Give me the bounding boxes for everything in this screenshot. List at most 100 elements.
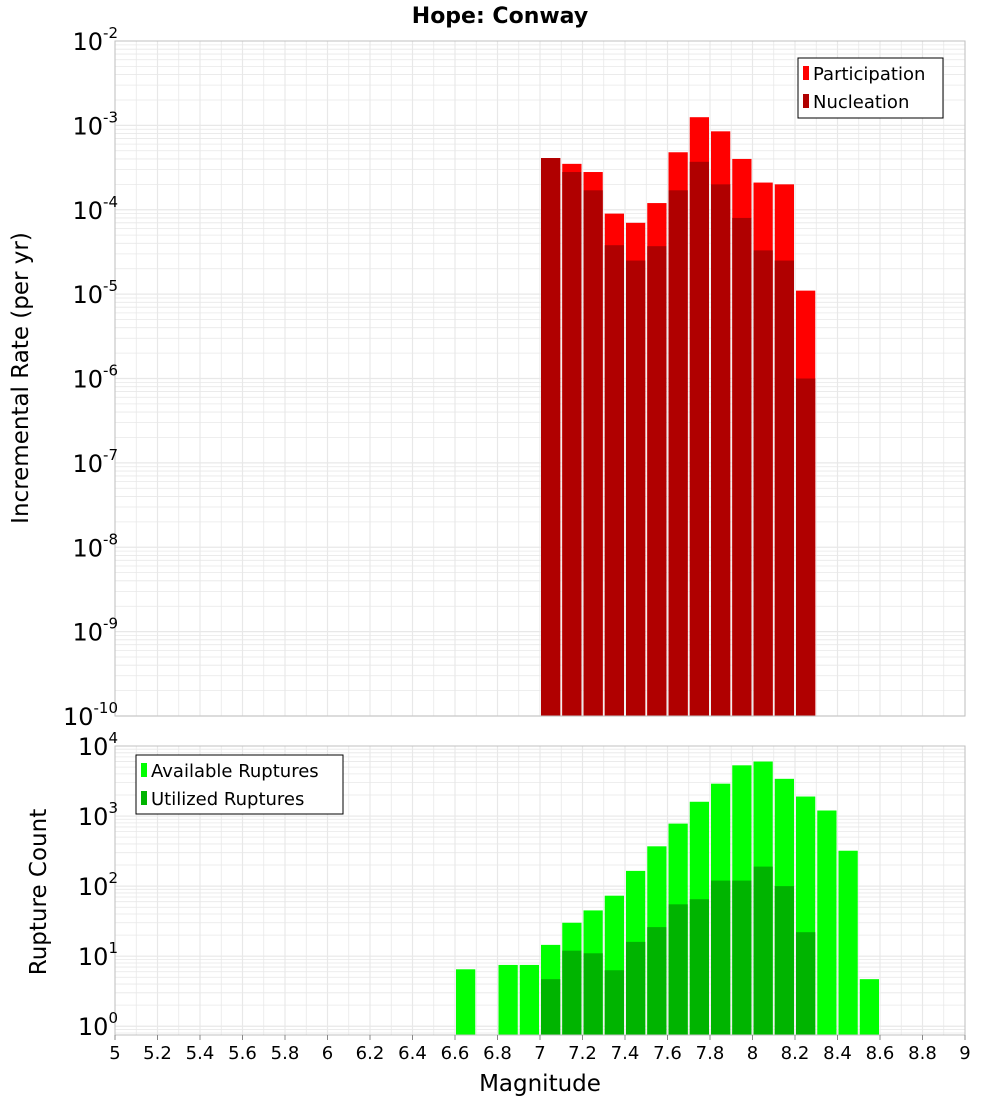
x-tick-label: 5.2 xyxy=(143,1043,172,1064)
x-tick-label: 6.2 xyxy=(356,1043,385,1064)
legend-label: Utilized Ruptures xyxy=(151,789,304,810)
x-tick-label: 8.6 xyxy=(866,1043,895,1064)
y-tick-exponent: -5 xyxy=(103,277,118,295)
available-bar xyxy=(519,964,539,1035)
utilized-bar xyxy=(541,979,561,1035)
nucleation-bar xyxy=(626,260,646,716)
y-tick-label: 10-4 xyxy=(72,193,118,225)
x-tick-label: 7.8 xyxy=(696,1043,725,1064)
y-tick-label: 102 xyxy=(78,869,118,901)
y-tick-exponent: -3 xyxy=(103,108,118,126)
utilized-bar xyxy=(583,953,603,1035)
nucleation-bar xyxy=(647,246,667,716)
x-tick-label: 6 xyxy=(322,1043,333,1064)
x-tick-label: 9 xyxy=(959,1043,970,1064)
nucleation-bar xyxy=(583,190,603,716)
y-tick-label: 10-5 xyxy=(72,277,118,309)
available-bar xyxy=(859,979,879,1035)
nucleation-bar xyxy=(668,190,688,716)
x-tick-label: 8.8 xyxy=(908,1043,937,1064)
nucleation-bar xyxy=(604,245,624,717)
x-tick-label: 7.6 xyxy=(653,1043,682,1064)
y-tick-exponent: -2 xyxy=(103,24,118,42)
utilized-bar xyxy=(562,950,582,1035)
nucleation-bar xyxy=(753,250,773,717)
legend-label: Participation xyxy=(813,64,925,85)
y-tick-label: 10-9 xyxy=(72,615,118,647)
y-tick-label: 10-3 xyxy=(72,108,118,140)
x-tick-label: 7 xyxy=(534,1043,545,1064)
available-bar xyxy=(498,964,518,1035)
utilized-bar xyxy=(711,880,731,1035)
legend-box xyxy=(135,754,344,815)
top-panel: 10-10 10-9 10-8 10-7 10-6 10-5 10-4 10-3 10-2 In… xyxy=(8,24,966,731)
y-tick-exponent: -9 xyxy=(103,615,118,633)
y-tick-exponent: -7 xyxy=(103,446,118,464)
legend-label: Available Ruptures xyxy=(151,761,319,782)
y-tick-exponent: -6 xyxy=(103,362,118,380)
top-grid xyxy=(114,41,966,717)
x-tick-label: 5.6 xyxy=(228,1043,257,1064)
top-plot-frame xyxy=(114,40,966,717)
legend-swatch xyxy=(141,791,147,805)
legend-swatch xyxy=(803,66,809,80)
x-tick-label: 5.4 xyxy=(186,1043,215,1064)
y-tick-label: 10-10 xyxy=(63,699,118,731)
x-tick-label: 7.4 xyxy=(611,1043,640,1064)
top-y-axis-label: Incremental Rate (per yr) xyxy=(8,232,34,524)
y-tick-label: 10-8 xyxy=(72,530,118,562)
x-ticks: 5 5.2 5.4 5.6 5.8 6 6.2 6.4 6.6 6.8 7 7.2 7.4 7.6 7.8 8… xyxy=(109,1035,971,1064)
x-tick-label: 8.2 xyxy=(781,1043,810,1064)
x-tick-label: 8.4 xyxy=(823,1043,852,1064)
x-tick-label: 7.2 xyxy=(568,1043,597,1064)
y-tick-label: 10-6 xyxy=(72,362,118,394)
nucleation-bar xyxy=(562,172,582,716)
x-axis-label: Magnitude xyxy=(479,1071,601,1097)
nucleation-bar xyxy=(774,260,794,716)
y-tick-label: 100 xyxy=(78,1009,118,1041)
nucleation-bar xyxy=(732,217,752,716)
utilized-bar xyxy=(689,899,709,1035)
x-tick-label: 6.4 xyxy=(398,1043,427,1064)
utilized-bar xyxy=(753,866,773,1035)
x-tick-label: 5.8 xyxy=(271,1043,300,1064)
bottom-bars xyxy=(456,761,879,1035)
y-tick-label: 104 xyxy=(78,729,118,761)
y-tick-exponent: -4 xyxy=(103,193,118,211)
available-bar xyxy=(456,969,476,1035)
y-tick-exponent: 2 xyxy=(108,869,118,887)
y-tick-exponent: 0 xyxy=(108,1009,118,1027)
nucleation-bar xyxy=(689,161,709,716)
utilized-bar xyxy=(732,880,752,1035)
available-bar xyxy=(838,850,858,1035)
top-y-ticks: 10-10 10-9 10-8 10-7 10-6 10-5 10-4 10-3 10-2 xyxy=(63,24,118,731)
available-bar xyxy=(817,810,837,1035)
legend-swatch xyxy=(141,763,147,777)
legend-label: Nucleation xyxy=(813,92,909,113)
y-tick-label: 10-2 xyxy=(72,24,118,56)
nucleation-bar xyxy=(541,158,561,716)
bottom-legend: Available Ruptures Utilized Ruptures xyxy=(135,754,344,815)
bottom-y-axis-label: Rupture Count xyxy=(26,809,52,975)
utilized-bar xyxy=(668,904,688,1035)
x-tick-label: 8 xyxy=(747,1043,758,1064)
y-tick-exponent: -8 xyxy=(103,530,118,548)
x-tick-label: 6.6 xyxy=(441,1043,470,1064)
utilized-bar xyxy=(626,941,646,1035)
nucleation-bar xyxy=(796,378,816,716)
legend-swatch xyxy=(803,94,809,108)
y-tick-exponent: 1 xyxy=(108,939,118,957)
y-tick-exponent: -10 xyxy=(94,699,119,717)
nucleation-bar xyxy=(711,184,731,717)
y-tick-exponent: 4 xyxy=(108,729,118,747)
x-tick-label: 6.8 xyxy=(483,1043,512,1064)
legend-box xyxy=(797,57,944,119)
top-legend: Participation Nucleation xyxy=(797,57,944,119)
y-tick-exponent: 3 xyxy=(108,799,118,817)
chart-title: Hope: Conway xyxy=(412,4,588,29)
y-tick-label: 10-7 xyxy=(72,446,118,478)
top-bars xyxy=(541,117,816,717)
